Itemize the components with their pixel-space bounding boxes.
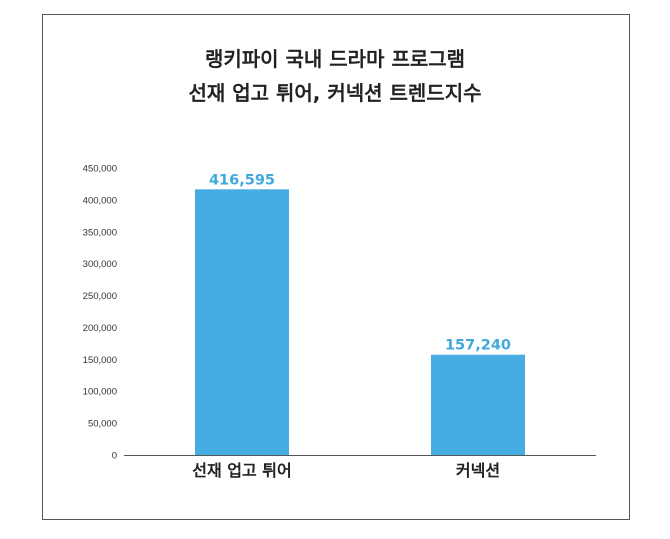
x-category-label: 선재 업고 튀어 [192, 461, 291, 480]
chart-title: 랭키파이 국내 드라마 프로그램 [204, 47, 466, 71]
data-label: 416,595 [209, 172, 275, 188]
y-tick-label: 100,000 [83, 387, 117, 398]
y-tick-label: 150,000 [83, 355, 117, 366]
bar [195, 189, 289, 455]
y-tick-label: 250,000 [83, 291, 117, 302]
y-tick-label: 300,000 [83, 259, 117, 270]
y-tick-label: 200,000 [83, 323, 117, 334]
chart-frame [42, 14, 630, 520]
y-tick-label: 400,000 [83, 195, 117, 206]
bar [431, 354, 525, 455]
chart-subtitle: 선재 업고 튀어, 커넥션 트렌드지수 [188, 81, 482, 105]
y-tick-label: 350,000 [83, 227, 117, 238]
data-label: 157,240 [445, 338, 511, 354]
y-tick-label: 450,000 [83, 164, 117, 175]
y-tick-label: 50,000 [88, 419, 117, 430]
x-category-label: 커넥션 [456, 461, 500, 480]
y-tick-label: 0 [112, 451, 117, 462]
